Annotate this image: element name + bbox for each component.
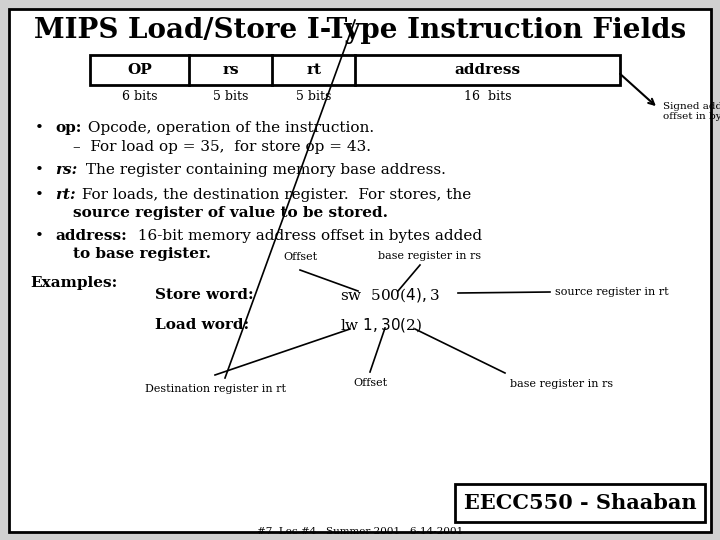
Text: •: • — [35, 229, 44, 243]
Text: lw $1, 30($2): lw $1, 30($2) — [340, 316, 422, 334]
Text: base register in rs: base register in rs — [379, 251, 482, 261]
Text: Destination register in rt: Destination register in rt — [145, 384, 286, 394]
Text: •: • — [35, 188, 44, 202]
Text: address: address — [454, 63, 521, 77]
Text: #7  Lec #4   Summer 2001   6-14-2001: #7 Lec #4 Summer 2001 6-14-2001 — [257, 528, 463, 537]
Text: rs:: rs: — [55, 163, 77, 177]
Text: Store word:: Store word: — [155, 288, 253, 302]
Text: 6 bits: 6 bits — [122, 91, 158, 104]
Bar — [455, 484, 705, 522]
Text: rs: rs — [222, 63, 239, 77]
Text: source register of value to be stored.: source register of value to be stored. — [73, 206, 388, 220]
Text: rt: rt — [306, 63, 321, 77]
Text: 5 bits: 5 bits — [296, 91, 331, 104]
Text: For loads, the destination register.  For stores, the: For loads, the destination register. For… — [77, 188, 472, 202]
Text: rt:: rt: — [55, 188, 76, 202]
Text: The register containing memory base address.: The register containing memory base addr… — [81, 163, 446, 177]
Text: •: • — [35, 163, 44, 177]
Text: Opcode, operation of the instruction.: Opcode, operation of the instruction. — [83, 121, 374, 135]
Text: OP: OP — [127, 63, 152, 77]
Text: sw  500($4), $3: sw 500($4), $3 — [340, 286, 440, 304]
Text: MIPS Load/Store I-Type Instruction Fields: MIPS Load/Store I-Type Instruction Field… — [34, 17, 686, 44]
Text: to base register.: to base register. — [73, 247, 211, 261]
Text: 16  bits: 16 bits — [464, 91, 511, 104]
Text: Examples:: Examples: — [30, 276, 117, 290]
Text: •: • — [35, 121, 44, 135]
Text: address:: address: — [55, 229, 127, 243]
Text: Load word:: Load word: — [155, 318, 249, 332]
Text: Offset: Offset — [283, 252, 317, 262]
Text: Offset: Offset — [353, 378, 387, 388]
Text: –  For load op = 35,  for store op = 43.: – For load op = 35, for store op = 43. — [73, 140, 371, 154]
Text: 16-bit memory address offset in bytes added: 16-bit memory address offset in bytes ad… — [128, 229, 482, 243]
Text: source register in rt: source register in rt — [555, 287, 669, 297]
Bar — [90, 55, 620, 85]
Text: base register in rs: base register in rs — [510, 379, 613, 389]
Text: 5 bits: 5 bits — [213, 91, 248, 104]
Text: EECC550 - Shaaban: EECC550 - Shaaban — [464, 493, 696, 513]
Text: op:: op: — [55, 121, 81, 135]
Text: Signed address
offset in bytes: Signed address offset in bytes — [663, 102, 720, 122]
